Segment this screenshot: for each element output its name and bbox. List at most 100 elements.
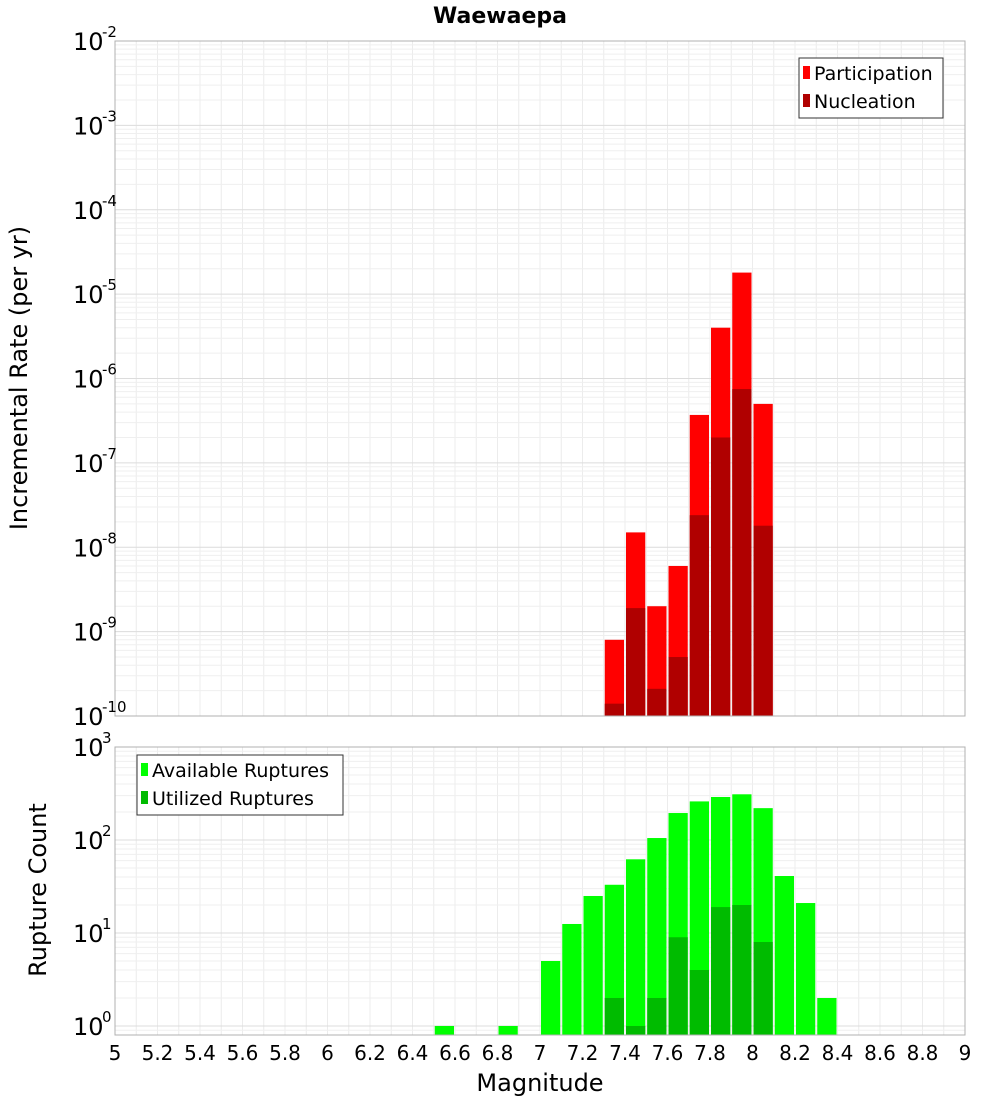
x-tick-label: 5.6 [227,1041,259,1065]
y-tick-exponent: 3 [102,729,112,747]
count-y-axis-label: Rupture Count [24,803,52,977]
count-bar [434,1025,454,1035]
count-bar [604,884,624,1035]
y-tick-base: 10 [73,619,104,647]
count-bar [647,838,667,1035]
legend-box [136,754,344,816]
y-tick-base: 10 [73,450,104,478]
x-tick-label: 5 [109,1041,122,1065]
count-y-tick-label: 100 [73,1008,112,1041]
legend-swatch [803,94,810,107]
x-tick-label: 7.6 [652,1041,684,1065]
y-tick-base: 10 [73,281,104,309]
y-tick-exponent: -3 [102,107,117,125]
x-axis-label: Magnitude [476,1069,603,1097]
rate-bar [753,525,773,716]
count-bar [562,923,582,1035]
rate-y-tick-label: 10-3 [73,107,117,140]
rate-bar [604,639,624,716]
count-y-tick-label: 101 [73,915,112,948]
x-tick-label: 7.8 [694,1041,726,1065]
count-bar [732,904,752,1035]
x-tick-label: 8.2 [779,1041,811,1065]
rate-plot: 10-1010-910-810-710-610-510-410-310-2Par… [73,23,966,731]
count-series-available-ruptures [434,794,837,1035]
count-bar [604,997,624,1035]
count-bar [626,859,646,1035]
rate-plot-frame [114,40,966,717]
legend-entry: Utilized Ruptures [152,788,314,810]
y-tick-exponent: 0 [102,1008,112,1026]
x-tick-label: 6.6 [439,1041,471,1065]
count-bar [541,960,561,1035]
x-tick-label: 9 [959,1041,972,1065]
y-tick-exponent: -5 [102,276,117,294]
x-tick-label: 7.2 [567,1041,599,1065]
rate-y-tick-label: 10-4 [73,192,117,225]
y-tick-exponent: -9 [102,614,117,632]
x-tick-label: 6.8 [482,1041,514,1065]
count-bar [817,997,837,1035]
legend-entry: Available Ruptures [152,760,329,782]
count-bar [626,1025,646,1035]
x-tick-label: 7 [534,1041,547,1065]
rate-bar [626,608,646,716]
y-tick-base: 10 [73,1013,104,1041]
legend-box [798,57,944,119]
rate-y-tick-label: 10-9 [73,614,117,647]
y-tick-base: 10 [73,366,104,394]
rate-bar [668,657,688,716]
count-bar [498,1025,518,1035]
rate-bar [604,703,624,716]
x-tick-labels: 5 5.2 5.4 5.6 5.8 6 6.2 6.4 6.6 6.8 7 7.2 7.4 7.6 7.8 8… [109,1041,972,1065]
rate-y-tick-label: 10-10 [73,698,127,731]
y-tick-base: 10 [73,534,104,562]
legend-swatch [803,66,810,79]
rate-gridlines [114,41,966,717]
count-bar [796,903,816,1035]
rate-legend: Participation Nucleation [798,57,944,119]
y-tick-base: 10 [73,827,104,855]
rate-y-tick-label: 10-8 [73,529,117,562]
y-tick-exponent: -2 [102,23,117,41]
rate-bar [732,389,752,716]
count-bar [711,907,731,1035]
rate-y-tick-label: 10-7 [73,445,117,478]
y-tick-base: 10 [73,734,104,762]
rate-bar [711,437,731,716]
x-tick-label: 6.2 [354,1041,386,1065]
x-tick-label: 6 [321,1041,334,1065]
rate-bar [647,606,667,716]
y-tick-exponent: -8 [102,529,117,547]
rate-y-tick-label: 10-5 [73,276,117,309]
x-tick-label: 5.4 [184,1041,216,1065]
y-tick-base: 10 [73,920,104,948]
x-tick-label: 8.4 [822,1041,854,1065]
rate-y-axis-label: Incremental Rate (per yr) [5,226,33,530]
legend-entry: Nucleation [814,91,916,113]
y-tick-exponent: -7 [102,445,117,463]
count-plot-frame [114,746,966,1036]
y-tick-base: 10 [73,112,104,140]
chart-title: Waewaepa [433,4,567,29]
y-tick-exponent: -4 [102,192,117,210]
y-tick-base: 10 [73,703,104,731]
count-bar [583,895,603,1035]
count-bar [668,937,688,1035]
rate-bar [647,688,667,716]
y-tick-exponent: 2 [102,822,112,840]
y-tick-exponent: 1 [102,915,112,933]
legend-swatch [141,791,148,804]
rate-series-nucleation [604,389,773,716]
x-tick-label: 5.2 [142,1041,174,1065]
x-tick-label: 7.4 [609,1041,641,1065]
x-tick-label: 6.4 [397,1041,429,1065]
count-y-tick-label: 103 [73,729,112,762]
count-series-utilized-ruptures [604,904,773,1035]
count-bar [774,876,794,1035]
x-tick-label: 8.6 [864,1041,896,1065]
y-tick-exponent: -6 [102,361,117,379]
y-tick-base: 10 [73,197,104,225]
